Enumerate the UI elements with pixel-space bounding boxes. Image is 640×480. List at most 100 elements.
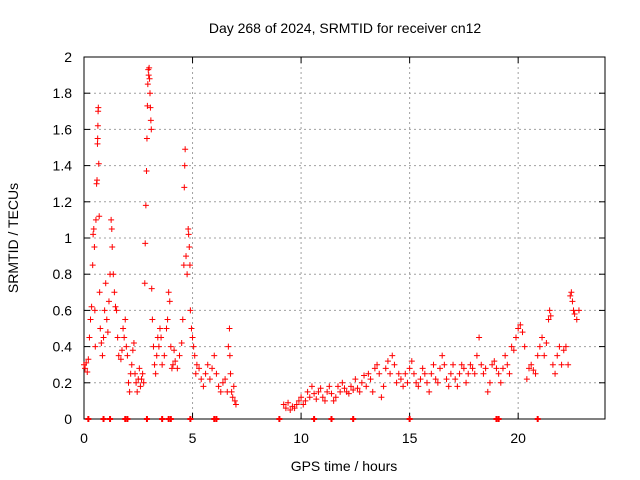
data-point [130, 339, 137, 346]
data-point [96, 289, 103, 296]
data-point [158, 334, 165, 341]
data-point [406, 365, 413, 372]
data-point [306, 394, 313, 401]
data-point [334, 383, 341, 390]
data-point-zero [100, 416, 107, 422]
data-point [187, 307, 194, 314]
data-point [143, 168, 150, 175]
data-point [193, 361, 200, 368]
data-point [215, 383, 222, 390]
data-point-zero [167, 416, 174, 422]
data-point [83, 359, 90, 366]
data-point [100, 334, 107, 341]
data-point [108, 225, 115, 232]
data-point [313, 396, 320, 403]
data-point [558, 361, 565, 368]
data-point [463, 379, 470, 386]
data-point [324, 388, 331, 395]
data-point [94, 135, 101, 142]
x-tick-label: 0 [80, 430, 88, 446]
data-point [147, 117, 154, 124]
data-point [129, 347, 136, 354]
data-point [378, 394, 385, 401]
data-point [149, 316, 156, 323]
data-point-zero [107, 416, 114, 422]
data-point [417, 376, 424, 383]
data-point [181, 184, 188, 191]
data-point [397, 376, 404, 383]
data-point [382, 365, 389, 372]
data-point [179, 316, 186, 323]
data-point [549, 361, 556, 368]
data-point [413, 379, 420, 386]
data-point [180, 262, 187, 269]
data-point [128, 361, 135, 368]
data-point [97, 325, 104, 332]
data-point [441, 361, 448, 368]
data-point [332, 394, 339, 401]
data-point [547, 312, 554, 319]
data-point [480, 370, 487, 377]
data-point [330, 397, 337, 404]
data-point [142, 202, 149, 209]
data-point [125, 379, 132, 386]
data-point [445, 383, 452, 390]
data-point [530, 367, 537, 374]
data-point [185, 225, 192, 232]
data-point [121, 334, 128, 341]
data-point [526, 365, 533, 372]
data-point [295, 397, 302, 404]
data-point [571, 311, 578, 318]
data-point [202, 370, 209, 377]
data-point [219, 379, 226, 386]
data-point [227, 370, 234, 377]
data-point [198, 376, 205, 383]
data-point-zero [85, 416, 92, 422]
data-point [84, 368, 91, 375]
data-point [90, 231, 97, 238]
data-point [452, 376, 459, 383]
data-point [491, 358, 498, 365]
data-point [87, 316, 94, 323]
data-point [348, 383, 355, 390]
data-point [170, 361, 177, 368]
data-point [85, 356, 92, 363]
data-point [476, 334, 483, 341]
y-tick-label: 1.4 [53, 158, 73, 174]
data-point [458, 361, 465, 368]
data-point [186, 244, 193, 251]
x-tick-labels: 0 5 10 15 20 [80, 430, 526, 446]
data-point [568, 289, 575, 296]
data-point [567, 292, 574, 299]
data-point [280, 401, 287, 408]
data-point [554, 352, 561, 359]
data-point [217, 388, 224, 395]
data-point [473, 352, 480, 359]
data-point [287, 406, 294, 413]
data-point [184, 271, 191, 278]
data-point [352, 376, 359, 383]
data-point-zero [534, 416, 541, 422]
data-point [450, 361, 457, 368]
data-point [114, 334, 121, 341]
data-point [506, 370, 513, 377]
data-point [159, 361, 166, 368]
data-point [300, 401, 307, 408]
data-point [211, 352, 218, 359]
chart-title: Day 268 of 2024, SRMTID for receiver cn1… [209, 20, 482, 36]
data-point [90, 225, 97, 232]
data-point [222, 376, 229, 383]
data-point [209, 365, 216, 372]
data-point [471, 370, 478, 377]
data-point [126, 388, 133, 395]
data-point [374, 361, 381, 368]
data-point [321, 397, 328, 404]
data-point [437, 365, 444, 372]
data-point [573, 316, 580, 323]
data-point [165, 289, 172, 296]
data-point [423, 379, 430, 386]
data-point [439, 352, 446, 359]
data-point [430, 361, 437, 368]
data-point-zero [187, 416, 194, 422]
data-point [163, 325, 170, 332]
